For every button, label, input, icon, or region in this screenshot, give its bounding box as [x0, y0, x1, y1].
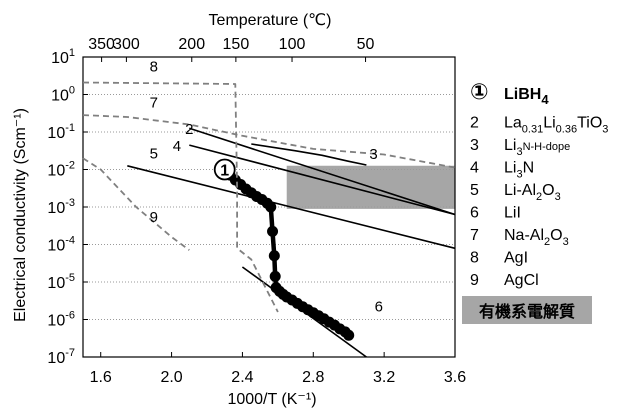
plot-frame	[82, 56, 456, 358]
y-tick-label: 10-4	[47, 235, 75, 255]
top-tick-label: 200	[178, 36, 205, 53]
top-tick-label: 350	[88, 36, 115, 53]
series-label-2: 2	[185, 121, 193, 138]
series-1-point	[267, 225, 279, 237]
legend-entry-2: La0.31Li0.36TiO3	[504, 115, 608, 136]
legend-num-4: 4	[470, 160, 479, 177]
series-6-line	[241, 266, 367, 358]
series-label-6: 6	[375, 298, 383, 315]
y-tick-label: 101	[51, 47, 75, 67]
legend-num-5: 5	[470, 182, 479, 199]
top-tick-label: 100	[279, 36, 306, 53]
series-3-line	[251, 143, 367, 166]
legend: ① LiBH4 2 La0.31Li0.36TiO3 3 Li3N-H-dope 4 Li3N…	[462, 79, 608, 324]
x-tick-label: 3.6	[444, 369, 466, 386]
series-4-line	[189, 144, 456, 216]
y-tick-label: 100	[51, 85, 75, 105]
y-tick-label: 10-5	[47, 272, 75, 292]
legend-num-6: 6	[470, 205, 479, 222]
circled-label-text: 1	[220, 163, 229, 180]
x-tick-label: 1.6	[90, 369, 112, 386]
x-tick-label: 3.2	[373, 369, 395, 386]
series-2-line	[189, 127, 456, 216]
legend-entry-4: Li3N	[504, 160, 534, 181]
y-tick-label: 10-6	[47, 310, 75, 330]
legend-entry-7: Na-Al2O3	[504, 227, 569, 248]
top-tick-label: 50	[357, 36, 375, 53]
series-label-7: 7	[150, 95, 158, 112]
legend-entry-1: LiBH4	[504, 86, 549, 107]
series-9-line	[82, 157, 190, 251]
legend-entry-6: LiI	[504, 205, 521, 222]
y-tick-label: 10-1	[47, 122, 75, 142]
series-8-line	[82, 81, 279, 313]
y-axis-title: Electrical conductivity (Scm⁻¹)	[12, 108, 29, 322]
x-tick-label: 2.8	[302, 369, 324, 386]
electrolyte-box	[462, 296, 592, 324]
top-axis-title: Temperature (℃)	[209, 12, 332, 29]
series-label-3: 3	[369, 146, 377, 163]
electrolyte-box-label: 有機系電解質	[479, 302, 575, 321]
series-7-line	[82, 114, 456, 169]
legend-num-7: 7	[470, 227, 479, 244]
legend-entry-5: Li-Al2O3	[504, 182, 561, 203]
y-tick-label: 10-7	[47, 347, 75, 367]
legend-num-8: 8	[470, 250, 479, 267]
series-1-point	[265, 201, 277, 213]
legend-num-9: 9	[470, 272, 479, 289]
x-tick-label: 2.0	[160, 369, 182, 386]
legend-num-2: 2	[470, 115, 479, 132]
series-5-line	[127, 165, 456, 250]
legend-num-1: ①	[470, 79, 489, 104]
circled-label-ring	[213, 158, 236, 181]
series-1-point	[269, 270, 281, 282]
series-1-point	[268, 250, 280, 262]
series-label-8: 8	[150, 58, 158, 75]
series-label-9: 9	[150, 209, 158, 226]
x-tick-label: 2.4	[231, 369, 253, 386]
y-tick-label: 10-2	[47, 160, 75, 180]
plot-area: 101 100 10-1 10-2 10-3 10-4 10-5 10-6 10-7 1.6 2.0…	[47, 36, 466, 386]
series-1-point	[343, 329, 355, 341]
x-axis-title: 1000/T (K⁻¹)	[227, 391, 316, 408]
top-tick-label: 150	[223, 36, 250, 53]
y-tick-label: 10-3	[47, 197, 75, 217]
series-label-4: 4	[173, 138, 181, 155]
legend-entry-9: AgCl	[504, 272, 539, 289]
legend-entry-8: AgI	[504, 250, 528, 267]
series-label-5: 5	[150, 145, 158, 162]
legend-entry-3: Li3N-H-dope	[504, 137, 570, 158]
top-tick-label: 300	[113, 36, 140, 53]
legend-num-3: 3	[470, 137, 479, 154]
